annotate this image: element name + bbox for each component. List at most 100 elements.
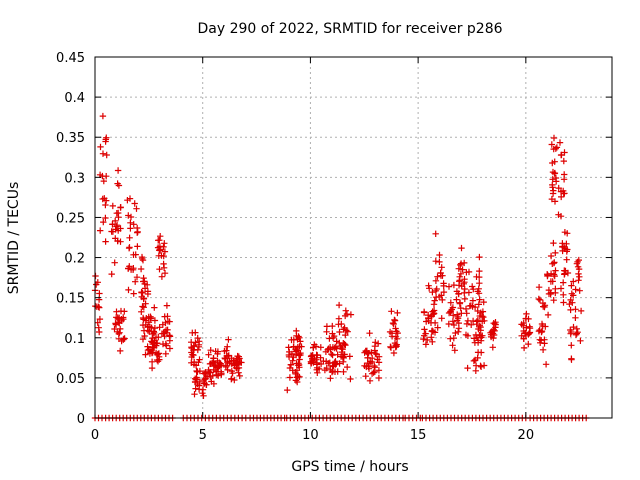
- data-point: [335, 321, 342, 328]
- data-point: [552, 267, 559, 274]
- data-point: [567, 296, 574, 304]
- data-point: [449, 304, 457, 311]
- data-point: [336, 360, 343, 367]
- data-point: [285, 353, 293, 360]
- x-tick-label: 10: [302, 428, 319, 443]
- data-point: [556, 139, 564, 146]
- data-point: [456, 299, 464, 306]
- data-point: [192, 385, 199, 392]
- data-point: [450, 335, 457, 342]
- x-tick-label: 0: [91, 428, 99, 443]
- data-point: [429, 328, 437, 335]
- data-point: [449, 342, 456, 349]
- data-point: [470, 286, 477, 293]
- data-point: [561, 149, 568, 156]
- data-point: [138, 308, 145, 315]
- data-point: [137, 265, 145, 273]
- data-point: [234, 359, 241, 366]
- data-point: [559, 243, 566, 250]
- data-point: [138, 293, 145, 301]
- data-point: [344, 363, 351, 371]
- data-point: [134, 243, 141, 250]
- data-point: [370, 369, 377, 376]
- data-point: [432, 258, 439, 265]
- data-point: [458, 244, 465, 252]
- data-point: [96, 315, 104, 323]
- data-point: [194, 334, 201, 342]
- y-axis-label: SRMTID / TECUs: [6, 182, 22, 295]
- data-point: [296, 334, 303, 341]
- data-point: [548, 195, 556, 203]
- data-point: [192, 329, 199, 336]
- y-tick-label: 0.4: [64, 91, 85, 106]
- data-point: [335, 301, 343, 309]
- data-point: [568, 342, 575, 349]
- data-point: [463, 310, 470, 317]
- data-point: [436, 251, 443, 259]
- data-point: [340, 354, 347, 362]
- data-point: [297, 338, 304, 345]
- data-point: [572, 331, 580, 338]
- data-point: [127, 213, 135, 221]
- data-point: [229, 370, 236, 377]
- data-point: [286, 374, 294, 381]
- data-point: [148, 358, 156, 365]
- data-point: [539, 346, 547, 353]
- data-point: [188, 339, 195, 346]
- data-point: [114, 180, 121, 187]
- data-point: [116, 314, 123, 321]
- data-point: [102, 201, 109, 209]
- data-point: [481, 317, 488, 324]
- data-point: [331, 359, 338, 366]
- data-point: [130, 265, 137, 272]
- data-point: [317, 354, 324, 361]
- data-point: [549, 190, 557, 197]
- data-point: [368, 349, 375, 356]
- data-point: [144, 290, 152, 298]
- data-point: [375, 340, 382, 347]
- data-point: [390, 349, 398, 357]
- data-point: [544, 311, 552, 319]
- data-point: [115, 209, 122, 217]
- data-point: [342, 312, 349, 320]
- data-point: [547, 278, 555, 285]
- data-point: [541, 302, 549, 309]
- data-point: [550, 239, 557, 247]
- data-point: [347, 375, 354, 383]
- data-point: [575, 277, 582, 284]
- data-point: [477, 363, 485, 370]
- data-point: [329, 362, 337, 370]
- data-point: [561, 171, 568, 178]
- data-point: [313, 356, 320, 363]
- data-point: [465, 289, 473, 296]
- data-point: [535, 284, 543, 291]
- data-point: [549, 168, 557, 176]
- data-point: [148, 349, 156, 357]
- data-point: [422, 330, 429, 337]
- data-point: [160, 330, 167, 337]
- data-point: [338, 348, 346, 356]
- data-point: [476, 253, 483, 261]
- data-point: [391, 317, 399, 324]
- data-point: [94, 319, 101, 326]
- data-point: [133, 274, 141, 281]
- data-point: [476, 296, 483, 303]
- data-point: [151, 324, 159, 332]
- data-point: [562, 267, 569, 275]
- data-point: [292, 370, 299, 378]
- data-point: [567, 306, 574, 314]
- data-point: [328, 350, 335, 358]
- data-point: [572, 314, 579, 321]
- data-point: [160, 252, 167, 260]
- data-point: [234, 359, 242, 367]
- data-point: [552, 174, 560, 182]
- data-point: [561, 271, 568, 278]
- data-point: [551, 158, 558, 165]
- data-point: [572, 286, 579, 293]
- data-point: [544, 272, 551, 279]
- data-point: [568, 290, 575, 297]
- data-point: [225, 336, 232, 343]
- data-point: [328, 368, 336, 376]
- data-point: [477, 323, 484, 331]
- data-point: [162, 340, 169, 348]
